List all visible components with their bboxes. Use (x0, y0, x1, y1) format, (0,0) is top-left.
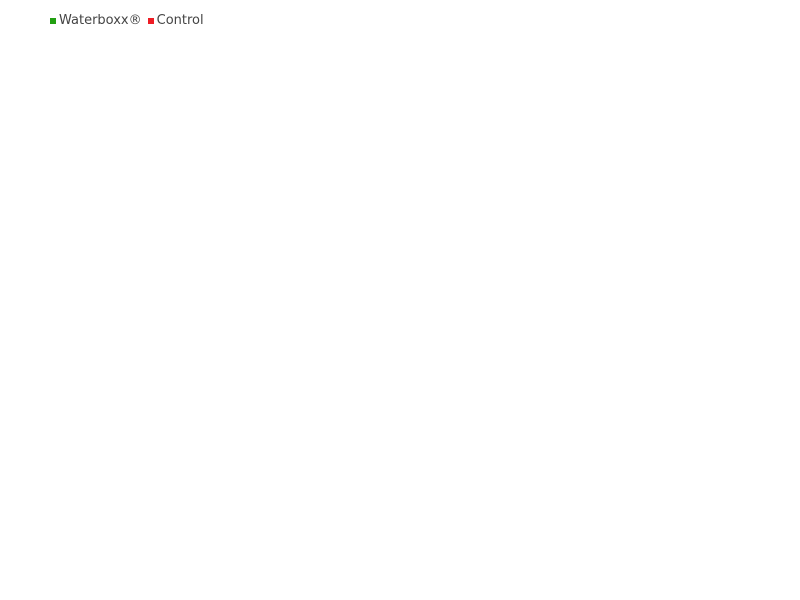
legend-item-control[interactable]: Control (147, 13, 204, 28)
y-tick-label: 0.25 (28, 430, 57, 445)
x-axis-title: Registry (393, 575, 447, 590)
data-point-waterboxx (235, 555, 245, 565)
legend-item-waterboxx[interactable]: Waterboxx® (50, 13, 142, 28)
y-tick-label: 0.5 (36, 306, 57, 321)
y-tick-label: 0.7 (36, 207, 57, 222)
legend-swatch-waterboxx (50, 17, 56, 24)
y-tick-label: 0 (49, 554, 57, 569)
y-tick-label: 1 (49, 59, 57, 74)
legend-swatch-control (147, 17, 154, 24)
data-point-control (235, 555, 245, 565)
y-tick-label: 0.3 (36, 405, 57, 420)
y-tick-label: 0.55 (28, 282, 57, 297)
data-point-control (595, 60, 605, 70)
y-tick-label: 0.1 (36, 504, 57, 519)
y-tick-label: 1.05 (28, 34, 57, 49)
x-tick-label: 1 (236, 563, 244, 578)
y-tick-label: 0.4 (36, 356, 57, 371)
y-tick-label: 0.35 (28, 381, 57, 396)
y-axis-title: Growth (cm) (17, 259, 32, 340)
y-tick-label: 0.85 (28, 133, 57, 148)
y-tick-label: 0.8 (36, 158, 57, 173)
legend: Waterboxx® Control (50, 13, 204, 28)
y-tick-label: 0.15 (28, 480, 57, 495)
y-tick-label: 0.2 (36, 455, 57, 470)
legend-label-waterboxx: Waterboxx® (59, 13, 142, 28)
y-tick-label: 0.9 (36, 108, 57, 123)
series-line-control (239, 64, 601, 561)
y-tick-label: 0.65 (28, 232, 57, 247)
y-tick-label: 0.95 (28, 84, 57, 99)
y-tick-label: 0.75 (28, 183, 57, 198)
legend-label-control: Control (156, 13, 204, 28)
data-point-waterboxx (595, 555, 605, 565)
y-tick-label: 0.05 (28, 529, 57, 544)
y-tick-label: 0.45 (28, 331, 57, 346)
x-tick-label: 2 (596, 563, 604, 578)
y-tick-label: 0.6 (36, 257, 57, 272)
